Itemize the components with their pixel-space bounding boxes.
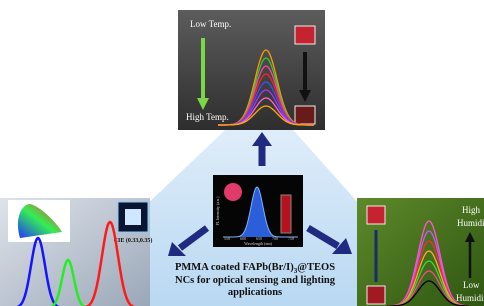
caption-line: applications xyxy=(150,287,360,299)
top-panel: Low Temp. High Temp. xyxy=(178,10,325,130)
high-temp-label: High Temp. xyxy=(186,112,229,122)
x-tick-label: 650 xyxy=(256,236,262,241)
humidity-label: Humidi xyxy=(457,218,484,228)
humidity-label: High xyxy=(462,205,481,215)
x-tick-label: 700 xyxy=(272,236,278,241)
sample-image xyxy=(367,286,385,304)
x-tick-label: 600 xyxy=(240,236,246,241)
x-tick-label: 750 xyxy=(288,236,294,241)
left-panel: CIE (0.33,0.35) xyxy=(0,198,152,306)
caption-text: @TEOS xyxy=(297,262,335,273)
caption-text: PMMA coated FAPb(Br/I) xyxy=(175,262,294,273)
x-axis-label: Wavelength (nm) xyxy=(244,241,272,246)
sample-image xyxy=(367,206,385,224)
humidity-label: Humidi xyxy=(456,293,484,303)
y-axis-label: PL Intensity (a.u.) xyxy=(215,196,220,226)
artwork: Low Temp. High Temp. PL Intensity (a.u.)… xyxy=(0,0,484,306)
right-panel: High Humidi Low Humidi xyxy=(357,198,484,306)
humidity-label: Low xyxy=(463,280,480,290)
low-temp-label: Low Temp. xyxy=(190,19,231,29)
cie-label: CIE (0.33,0.35) xyxy=(114,237,153,244)
vial-image xyxy=(281,195,291,233)
center-panel: PL Intensity (a.u.) Wavelength (nm) 550 6… xyxy=(213,175,303,247)
caption-line: NCs for optical sensing and lighting xyxy=(150,275,360,287)
x-tick-label: 550 xyxy=(224,236,230,241)
graphical-abstract: Low Temp. High Temp. PL Intensity (a.u.)… xyxy=(0,0,484,306)
sample-image xyxy=(295,26,315,44)
sample-image xyxy=(295,106,315,124)
chip-glow xyxy=(125,209,141,225)
sample-image xyxy=(224,183,242,201)
